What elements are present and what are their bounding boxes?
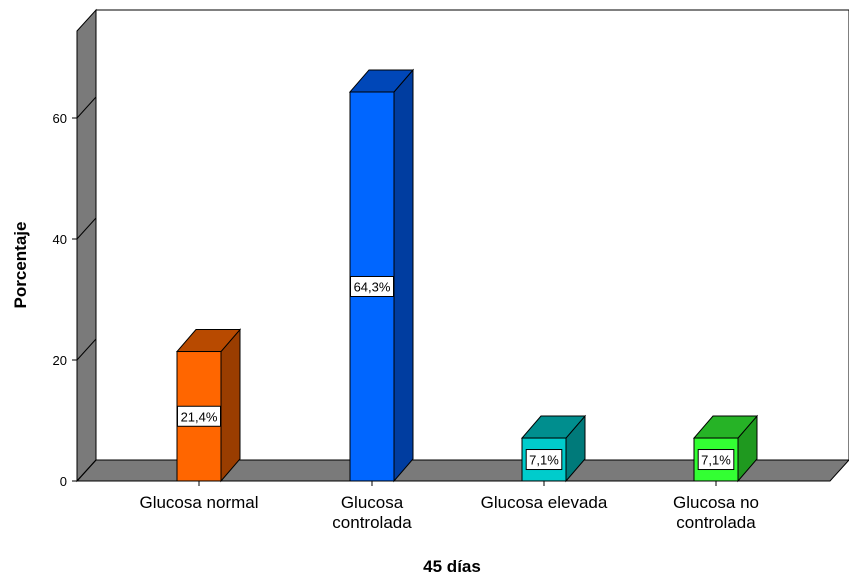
data-label-text: 64,3% [354,279,391,294]
data-label-box [697,449,735,471]
data-label-box [177,405,221,427]
chart-side-wall [76,8,97,483]
x-tick-label: Glucosa elevada [481,493,608,512]
y-axis-title: Porcentaje [11,222,30,309]
data-label-box [350,275,394,297]
data-label: 64,3% [350,275,394,297]
x-tick-label: Glucosa normal [139,493,258,512]
y-gridline [76,459,97,482]
bar [348,68,415,483]
y-tick-label: 20 [53,353,67,368]
data-label-text: 7,1% [701,453,731,468]
y-gridline [76,96,97,119]
y-axis-ticks: 0 20 40 60 [53,96,97,489]
x-tick-label: Glucosa [341,493,404,512]
y-gridline [76,217,97,240]
x-axis-title: 45 días [423,557,481,576]
y-tick-label: 40 [53,232,67,247]
bar-side [393,68,414,483]
x-tick-label: Glucosa no [673,493,759,512]
x-tick-label: controlada [332,513,412,532]
data-label-text: 7,1% [529,453,559,468]
y-gridline [76,338,97,361]
bar [175,328,242,483]
y-tick-label: 60 [53,111,67,126]
bar-side [220,328,241,483]
data-label: 7,1% [697,449,735,471]
data-label-text: 21,4% [181,409,218,424]
x-tick-label: controlada [676,513,756,532]
data-labels: 21,4% 64,3% 7,1% 7,1% [177,275,735,471]
data-label: 21,4% [177,405,221,427]
data-label: 7,1% [525,449,563,471]
y-tick-label: 0 [60,474,67,489]
data-label-box [525,449,563,471]
